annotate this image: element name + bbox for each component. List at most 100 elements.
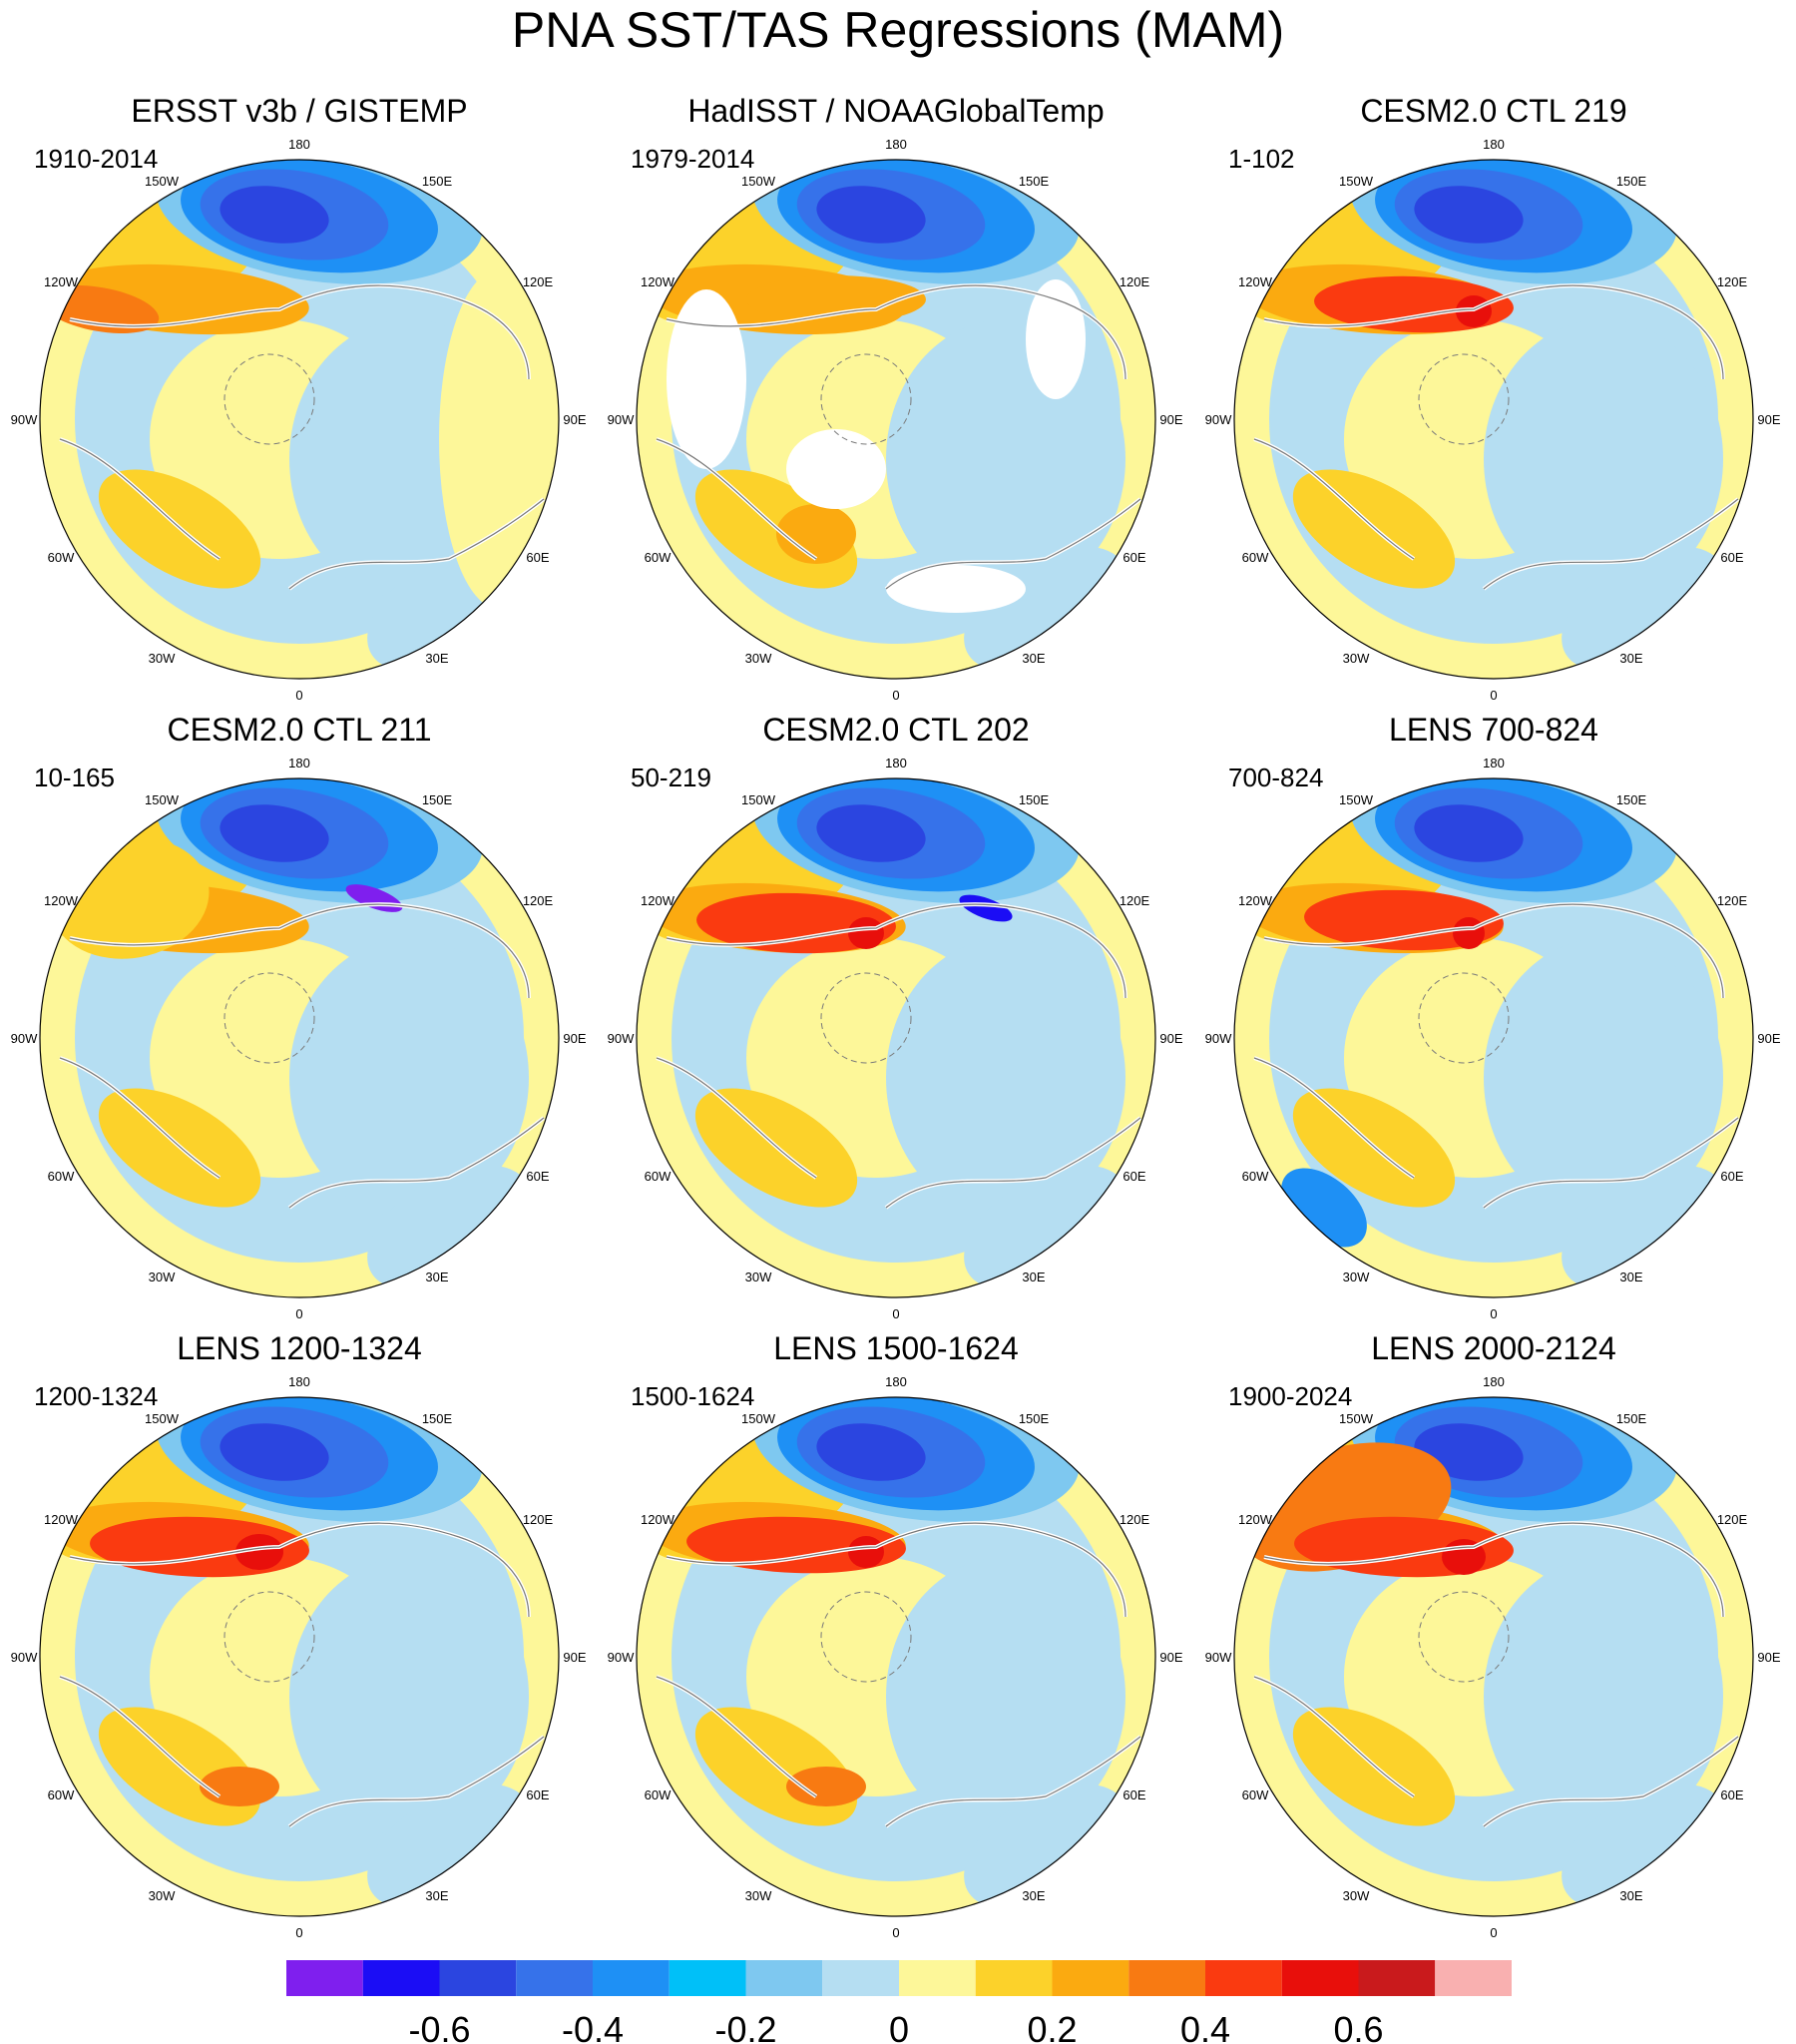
longitude-label: 60E	[1720, 1169, 1743, 1184]
colorbar-tick-label: 0.6	[1333, 2009, 1383, 2044]
longitude-label: 120W	[641, 274, 675, 289]
longitude-label: 60W	[645, 1169, 672, 1184]
anomaly-contour	[1453, 917, 1485, 949]
coastline	[1253, 1057, 1739, 1209]
coastline	[1263, 903, 1724, 999]
longitude-label: 30W	[149, 651, 176, 666]
longitude-label: 150E	[1019, 174, 1050, 189]
longitude-label: 180	[1483, 137, 1505, 152]
longitude-label: 90E	[1757, 1650, 1780, 1665]
anomaly-contour	[200, 1767, 279, 1806]
arctic-islands	[224, 1591, 315, 1683]
panel-title: HadISST / NOAAGlobalTemp	[687, 93, 1104, 129]
longitude-label: 0	[892, 1306, 899, 1321]
longitude-label: 90W	[1205, 412, 1232, 427]
longitude-label: 120E	[523, 274, 554, 289]
map-border	[636, 159, 1156, 680]
longitude-label: 120W	[44, 274, 79, 289]
longitude-label: 90W	[11, 412, 38, 427]
map-border	[1233, 1396, 1754, 1917]
panel-title: CESM2.0 CTL 219	[1360, 93, 1626, 129]
longitude-label: 60E	[1720, 550, 1743, 565]
longitude-label: 180	[885, 1374, 907, 1389]
longitude-label: 30W	[745, 651, 772, 666]
coastline	[656, 438, 1141, 590]
colorbar-swatch	[1358, 1960, 1436, 1996]
anomaly-contour	[1484, 938, 1723, 1218]
map-border	[1233, 159, 1754, 680]
colorbar-swatch	[899, 1960, 976, 1996]
colorbar-swatch	[1052, 1960, 1129, 1996]
longitude-label: 90E	[563, 412, 586, 427]
longitude-label: 150W	[741, 174, 776, 189]
coastline	[69, 284, 530, 380]
colorbar-swatch	[516, 1960, 593, 1996]
colorbar-tick-label: -0.2	[714, 2009, 776, 2044]
longitude-label: 30E	[1619, 1270, 1642, 1284]
longitude-label: 150W	[741, 1411, 776, 1426]
longitude-label: 60W	[1242, 1788, 1269, 1802]
arctic-islands	[1418, 1591, 1510, 1683]
longitude-label: 0	[295, 1925, 302, 1940]
longitude-label: 120E	[1120, 274, 1150, 289]
longitude-label: 90E	[563, 1031, 586, 1046]
longitude-label: 120W	[1238, 893, 1273, 908]
anomaly-contour	[776, 504, 856, 564]
anomaly-contour	[220, 1423, 329, 1481]
longitude-label: 150E	[422, 1411, 453, 1426]
arctic-islands	[820, 972, 912, 1064]
longitude-label: 120E	[1717, 274, 1748, 289]
map-panel: 180 150E 120E 90E 60E 30E 0 30W 60W 90W 120W 150W CE…	[1205, 93, 1781, 703]
panel-period: 700-824	[1228, 763, 1323, 792]
longitude-label: 90W	[11, 1031, 38, 1046]
longitude-label: 150E	[1616, 1411, 1647, 1426]
longitude-label: 90W	[608, 412, 635, 427]
polar-map	[40, 160, 559, 679]
anomaly-contour	[1484, 319, 1723, 599]
arctic-islands	[1418, 353, 1510, 445]
longitude-label: 30E	[1022, 1270, 1045, 1284]
longitude-label: 180	[1483, 1374, 1505, 1389]
longitude-label: 90W	[608, 1650, 635, 1665]
longitude-label: 180	[885, 756, 907, 770]
arctic-islands	[820, 1591, 912, 1683]
longitude-label: 120E	[1120, 893, 1150, 908]
coastline	[656, 1057, 1141, 1209]
arctic-islands	[224, 972, 315, 1064]
longitude-label: 120E	[1717, 1512, 1748, 1527]
longitude-label: 180	[288, 137, 310, 152]
longitude-label: 30E	[425, 651, 448, 666]
anomaly-contour	[816, 1423, 926, 1481]
coastline	[666, 1522, 1126, 1618]
map-panel: 180 150E 120E 90E 60E 30E 0 30W 60W 90W 120W 150W LE…	[11, 1330, 587, 1940]
panel-title: ERSST v3b / GISTEMP	[131, 93, 467, 129]
longitude-label: 150E	[422, 174, 453, 189]
map-panel: 180 150E 120E 90E 60E 30E 0 30W 60W 90W 120W 150W CE…	[11, 712, 587, 1321]
missing-data	[786, 429, 886, 509]
longitude-label: 150W	[1339, 792, 1374, 807]
longitude-label: 60E	[526, 1169, 549, 1184]
longitude-label: 90W	[608, 1031, 635, 1046]
longitude-label: 120W	[1238, 274, 1273, 289]
missing-data	[886, 565, 1026, 613]
anomaly-contour	[816, 186, 926, 244]
anomaly-contour	[959, 894, 1013, 922]
longitude-label: 90W	[1205, 1650, 1232, 1665]
longitude-label: 60W	[48, 550, 75, 565]
longitude-label: 0	[1490, 688, 1497, 703]
anomaly-contour	[1414, 186, 1524, 244]
polar-map	[40, 1397, 559, 1916]
longitude-label: 150E	[422, 792, 453, 807]
map-panel: 180 150E 120E 90E 60E 30E 0 30W 60W 90W 120W 150W CE…	[608, 712, 1183, 1321]
panel-period: 1500-1624	[631, 1381, 754, 1411]
map-border	[39, 159, 560, 680]
longitude-label: 90W	[11, 1650, 38, 1665]
panel-period: 1910-2014	[34, 144, 158, 174]
colorbar-tick-label: -0.6	[408, 2009, 470, 2044]
longitude-label: 90E	[1757, 1031, 1780, 1046]
coastline	[666, 284, 1126, 380]
colorbar-swatch	[1205, 1960, 1282, 1996]
anomaly-contour	[289, 1557, 529, 1836]
colorbar-swatch	[1435, 1960, 1512, 1996]
longitude-label: 0	[295, 688, 302, 703]
